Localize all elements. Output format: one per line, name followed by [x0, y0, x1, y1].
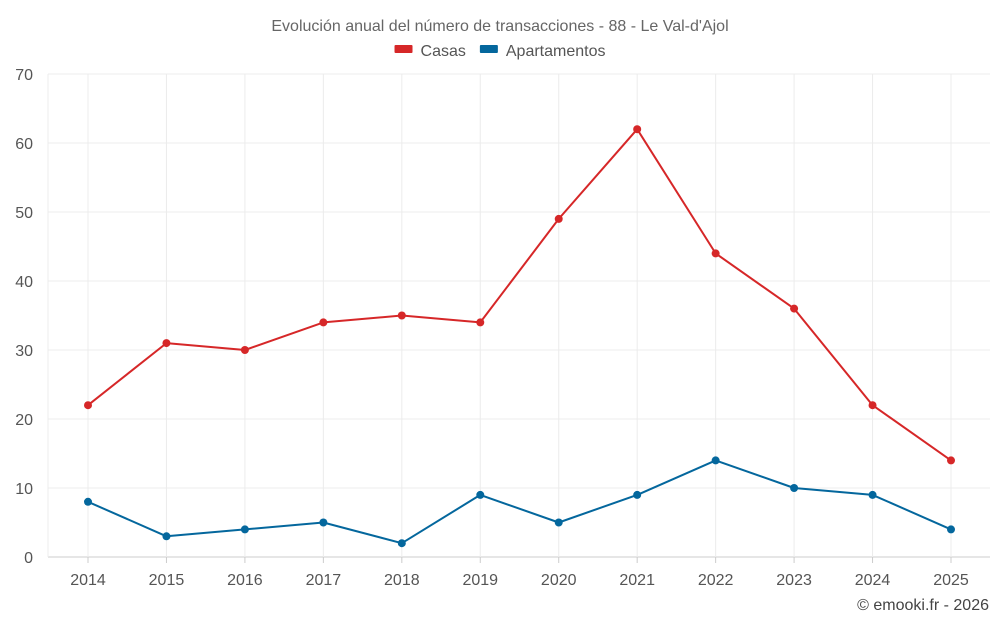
x-tick-label: 2022	[698, 572, 734, 589]
y-tick-label: 20	[15, 412, 33, 429]
x-tick-label: 2023	[776, 572, 812, 589]
data-point[interactable]	[162, 339, 171, 348]
data-point[interactable]	[476, 318, 485, 327]
x-tick-label: 2015	[149, 572, 185, 589]
series-apartamentos	[84, 456, 955, 548]
data-point[interactable]	[162, 532, 171, 541]
x-tick-label: 2019	[462, 572, 498, 589]
data-point[interactable]	[868, 490, 877, 499]
data-point[interactable]	[319, 518, 328, 527]
data-point[interactable]	[554, 518, 563, 527]
x-tick-label: 2016	[227, 572, 263, 589]
data-point[interactable]	[84, 401, 92, 410]
data-point[interactable]	[633, 490, 642, 499]
data-point[interactable]	[633, 125, 642, 134]
x-tick-label: 2020	[541, 572, 577, 589]
data-point[interactable]	[240, 525, 249, 534]
y-tick-label: 50	[15, 205, 33, 222]
x-tick-label: 2014	[70, 572, 106, 589]
data-point[interactable]	[790, 304, 799, 313]
series-group	[84, 125, 955, 548]
y-tick-label: 40	[15, 274, 33, 291]
data-point[interactable]	[554, 214, 563, 223]
legend-item-casas[interactable]: Casas	[394, 43, 466, 60]
data-point[interactable]	[790, 484, 799, 492]
y-tick-label: 0	[24, 550, 33, 567]
data-point[interactable]	[84, 497, 92, 506]
legend-label: Casas	[421, 43, 466, 60]
data-point[interactable]	[240, 346, 249, 354]
legend[interactable]: Casas Apartamentos	[394, 43, 606, 60]
x-tick-label: 2021	[619, 572, 655, 589]
chart-title: Evolución anual del número de transaccio…	[271, 18, 728, 35]
x-tick-label: 2017	[306, 572, 342, 589]
x-tick-label: 2024	[855, 572, 891, 589]
x-tick-label: 2025	[933, 572, 969, 589]
legend-swatch	[394, 45, 413, 53]
data-point[interactable]	[397, 311, 406, 320]
y-tick-label: 60	[15, 136, 33, 153]
data-point[interactable]	[947, 525, 955, 534]
legend-swatch	[479, 45, 498, 53]
data-point[interactable]	[711, 249, 720, 258]
y-tick-label: 70	[15, 67, 33, 84]
data-point[interactable]	[868, 401, 877, 410]
grid	[47, 73, 990, 563]
y-axis: 0 10 20 30 40 50 60 70	[15, 67, 33, 567]
y-tick-label: 30	[15, 343, 33, 360]
x-axis: 2014 2015 2016 2017 2018 2019 2020 2021 2022 2023…	[70, 572, 969, 589]
x-tick-label: 2018	[384, 572, 420, 589]
data-point[interactable]	[947, 456, 955, 465]
data-point[interactable]	[476, 490, 485, 499]
series-line	[87, 128, 952, 462]
legend-label: Apartamentos	[506, 43, 606, 60]
series-line	[87, 459, 952, 545]
data-point[interactable]	[319, 318, 328, 327]
legend-item-apartamentos[interactable]: Apartamentos	[479, 43, 606, 60]
series-casas	[84, 125, 955, 465]
credit-text: © emooki.fr - 2026	[857, 597, 989, 614]
y-tick-label: 10	[15, 481, 33, 498]
data-point[interactable]	[397, 539, 406, 548]
data-point[interactable]	[711, 456, 720, 465]
